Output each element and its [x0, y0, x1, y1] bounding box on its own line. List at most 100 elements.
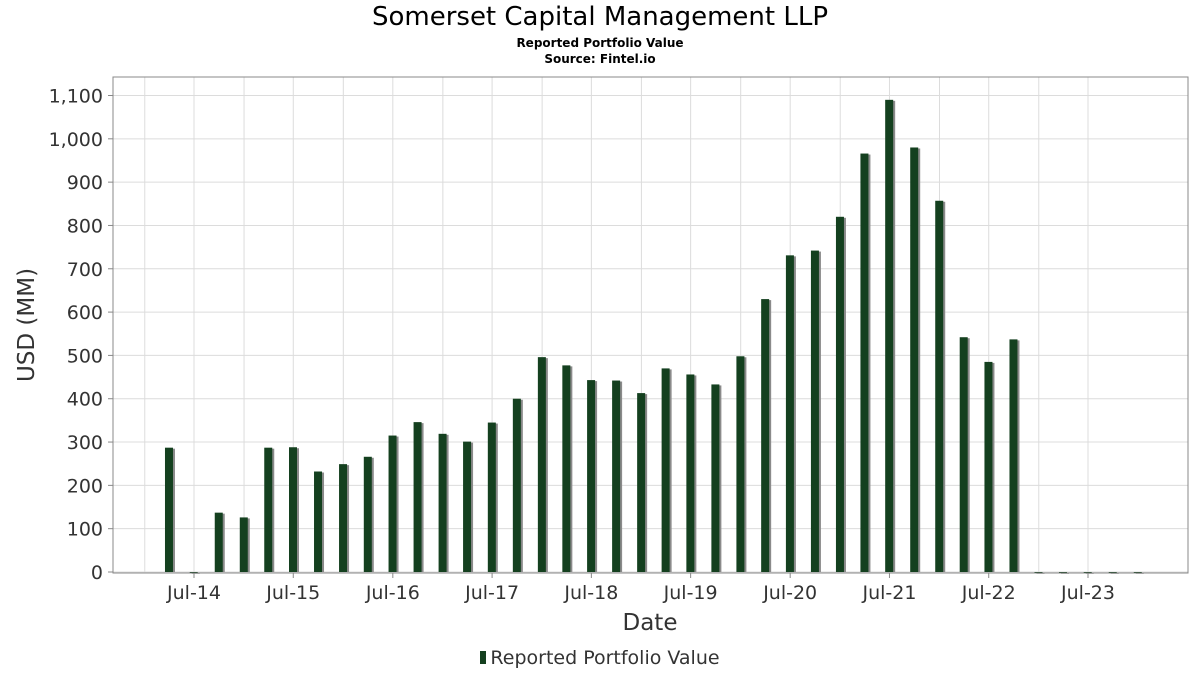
- bar: [289, 447, 300, 572]
- x-tick-label: Jul-19: [663, 582, 718, 604]
- bar-fill: [413, 422, 422, 572]
- legend-swatch: [480, 651, 487, 664]
- bar-fill: [761, 299, 770, 572]
- bar: [512, 398, 523, 572]
- x-tick-label: Jul-22: [961, 582, 1016, 604]
- bar: [164, 447, 175, 572]
- bar-fill: [1108, 572, 1117, 573]
- bar: [189, 572, 200, 574]
- bar: [686, 374, 697, 572]
- bar: [438, 433, 449, 572]
- bar: [1009, 339, 1020, 572]
- bar: [785, 255, 796, 572]
- legend-label: Reported Portfolio Value: [490, 647, 720, 669]
- bar: [935, 200, 946, 572]
- bar-fill: [612, 380, 621, 572]
- bar: [860, 153, 871, 572]
- y-tick-label: 1,100: [49, 86, 103, 108]
- bar-fill: [363, 456, 372, 572]
- bar-fill: [935, 200, 944, 572]
- bar-fill: [810, 250, 819, 572]
- bar: [264, 447, 275, 572]
- bar: [910, 147, 921, 572]
- bar-fill: [984, 361, 993, 572]
- bar-fill: [512, 398, 521, 572]
- y-tick-label: 700: [67, 259, 103, 281]
- y-tick-label: 200: [67, 475, 103, 497]
- bar-shadow: [1060, 573, 1069, 574]
- bar: [537, 357, 548, 572]
- bar-fill: [1009, 339, 1018, 572]
- bar: [1083, 572, 1094, 574]
- bar-shadow: [1135, 573, 1144, 574]
- bar-fill: [637, 393, 646, 572]
- bar-fill: [289, 447, 298, 572]
- y-axis: 0 100 200 300 400 500 600 700 800 900 1,000 1,100: [49, 86, 113, 584]
- x-tick-label: Jul-20: [762, 582, 817, 604]
- x-tick-label: Jul-21: [861, 582, 916, 604]
- bar-fill: [164, 447, 173, 572]
- bar-fill: [487, 422, 496, 572]
- y-tick-label: 1,000: [49, 129, 103, 151]
- bar: [1108, 572, 1119, 574]
- bar-fill: [1058, 572, 1067, 573]
- x-tick-label: Jul-16: [365, 582, 420, 604]
- bar-fill: [214, 512, 223, 572]
- bar: [1058, 572, 1069, 574]
- bar-fill: [860, 153, 869, 572]
- x-tick-label: Jul-14: [166, 582, 221, 604]
- bar: [413, 422, 424, 572]
- bar: [363, 456, 374, 572]
- bar-fill: [686, 374, 695, 572]
- bar-fill: [885, 99, 894, 572]
- chart-title: Somerset Capital Management LLP: [371, 2, 829, 32]
- bar-fill: [438, 433, 447, 572]
- bar-fill: [189, 572, 198, 573]
- bar: [761, 299, 772, 572]
- chart-source: Source: Fintel.io: [544, 52, 656, 66]
- x-axis: Jul-14 Jul-15 Jul-16 Jul-17 Jul-18 Jul-19 Jul-…: [166, 573, 1115, 604]
- bar: [562, 365, 573, 572]
- x-tick-label: Jul-17: [464, 582, 519, 604]
- bar: [885, 99, 896, 572]
- x-axis-title: Date: [623, 610, 678, 636]
- y-tick-label: 500: [67, 345, 103, 367]
- bar: [1133, 572, 1144, 574]
- y-tick-label: 100: [67, 519, 103, 541]
- bar-fill: [314, 471, 323, 572]
- grid: [113, 77, 1188, 573]
- bar-fill: [1083, 572, 1092, 573]
- bar: [214, 512, 225, 572]
- x-tick-label: Jul-23: [1060, 582, 1115, 604]
- bar: [810, 250, 821, 572]
- bar-fill: [736, 356, 745, 572]
- bar-shadow: [1110, 573, 1119, 574]
- bar: [587, 380, 598, 572]
- bar-fill: [910, 147, 919, 572]
- bar-fill: [537, 357, 546, 572]
- y-tick-label: 400: [67, 389, 103, 411]
- bar: [711, 384, 722, 572]
- y-axis-title: USD (MM): [14, 268, 40, 382]
- bar: [984, 361, 995, 572]
- bar-fill: [239, 517, 248, 572]
- plot-area: [112, 76, 1189, 574]
- bar-shadow: [1085, 573, 1094, 574]
- bar-fill: [562, 365, 571, 572]
- bar-fill: [463, 441, 472, 572]
- legend: Reported Portfolio Value: [0, 647, 1200, 669]
- bar: [612, 380, 623, 572]
- x-tick-label: Jul-15: [265, 582, 320, 604]
- x-tick-label: Jul-18: [563, 582, 618, 604]
- bar-fill: [1133, 572, 1142, 573]
- bar: [239, 517, 250, 572]
- y-tick-label: 0: [91, 562, 103, 584]
- bar-shadow: [1036, 573, 1045, 574]
- bar-fill: [388, 435, 397, 572]
- bar-fill: [835, 216, 844, 573]
- bar: [637, 393, 648, 572]
- bars: [164, 99, 1144, 574]
- y-tick-label: 600: [67, 302, 103, 324]
- bar-fill: [587, 380, 596, 572]
- bar: [314, 471, 325, 572]
